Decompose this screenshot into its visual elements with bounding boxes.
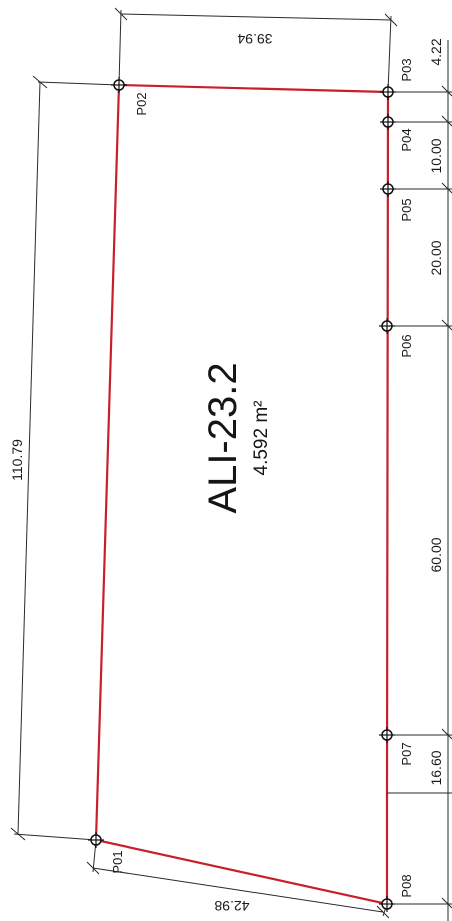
right-dimension-label-3: 20.00 <box>428 240 444 275</box>
point-label-P03: P03 <box>399 58 414 81</box>
right-dimension-label-5: 16.60 <box>428 750 444 785</box>
point-label-P02: P02 <box>134 92 149 115</box>
parcel-boundary <box>94 83 390 906</box>
right-dimension-label-1: 4.22 <box>428 38 444 65</box>
point-label-P01: P01 <box>110 850 125 873</box>
point-P05-marker <box>380 181 396 197</box>
point-label-P08: P08 <box>399 874 414 897</box>
bottom-dimension-label: 42.98 <box>214 898 249 914</box>
point-P06-marker <box>379 318 395 334</box>
point-P03-marker <box>380 84 396 100</box>
point-label-P07: P07 <box>399 742 414 765</box>
point-P04-marker <box>380 114 396 130</box>
right-dimension-label-4: 60.00 <box>428 537 444 572</box>
left-dimension-label: 110.79 <box>9 439 25 481</box>
point-P01-marker <box>88 832 104 848</box>
point-label-P04: P04 <box>399 128 414 151</box>
right-dimension-label-2: 10.00 <box>428 138 444 173</box>
left-dimension: 110.79 <box>9 75 120 841</box>
point-P07-marker <box>379 727 395 743</box>
bottom-dimension: 42.98 <box>86 839 390 919</box>
right-dimension-chain: 4.22 10.00 20.00 60.00 16.60 <box>387 38 452 921</box>
top-dimension: 39.94 <box>114 7 398 93</box>
top-dimension-label: 39.94 <box>237 31 272 47</box>
point-P08-marker <box>379 896 395 912</box>
point-P02-marker <box>111 77 127 93</box>
point-label-P05: P05 <box>399 198 414 221</box>
parcel-name: ALI-23.2 <box>201 362 245 513</box>
point-label-P06: P06 <box>399 334 414 357</box>
parcel-area: 4.592 m² <box>251 401 272 476</box>
